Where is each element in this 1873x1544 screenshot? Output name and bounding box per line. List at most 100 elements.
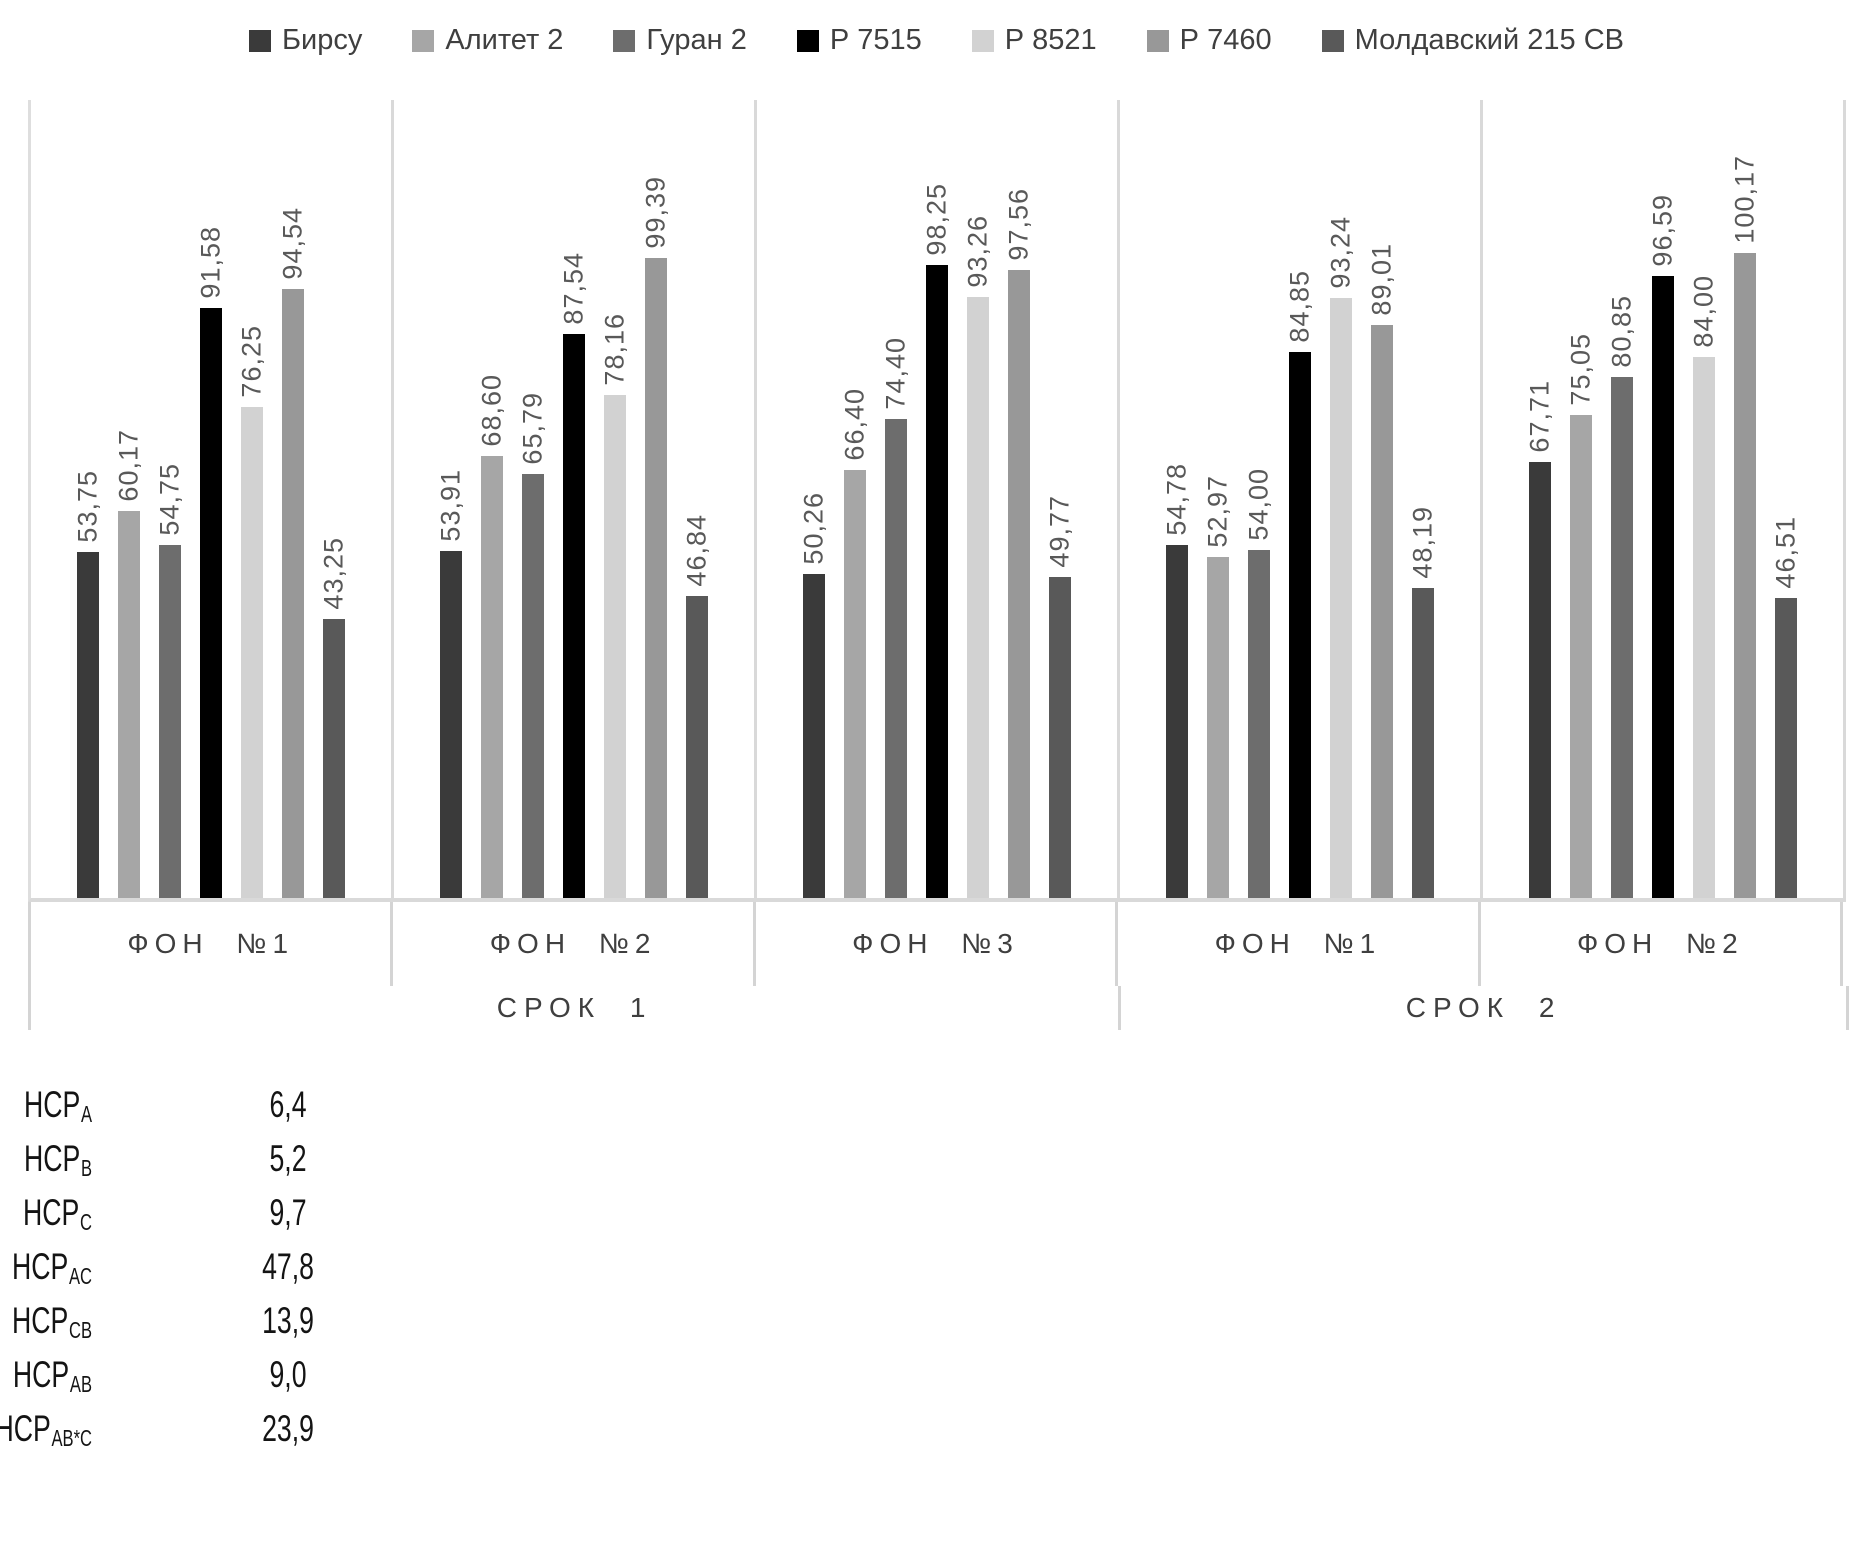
legend-swatch-icon: [613, 29, 636, 52]
bar: 68,60: [477, 374, 507, 898]
bar: 99,39: [641, 176, 671, 898]
bar: 76,25: [237, 325, 267, 898]
bar: 75,05: [1566, 333, 1596, 898]
bar-value-label: 94,54: [277, 207, 308, 280]
axis-label-fon: ФОН №3: [756, 902, 1119, 986]
bar: 96,59: [1648, 194, 1678, 898]
hcp-row-label: НСР AC: [12, 1246, 92, 1289]
hcp-value: 47,8: [262, 1246, 314, 1287]
bar: 46,51: [1771, 516, 1801, 898]
bar-value-label: 50,26: [798, 492, 829, 565]
hcp-subscript: AC: [68, 1263, 92, 1289]
axis-label-srok: СРОК 1: [31, 986, 1122, 1030]
axis-label-fon: ФОН №1: [31, 902, 394, 986]
legend-label: Алитет 2: [445, 24, 564, 56]
bar-value-label: 75,05: [1565, 333, 1596, 406]
legend-label: Р 7515: [829, 24, 922, 56]
legend-swatch-icon: [796, 29, 819, 52]
bar: 84,00: [1689, 275, 1719, 898]
bar: 93,26: [963, 215, 993, 898]
bar: 84,85: [1285, 270, 1315, 898]
hcp-label-text: НСР: [12, 1246, 69, 1287]
legend-label: Р 7460: [1179, 24, 1272, 56]
bar: 50,26: [799, 492, 829, 898]
bar: 87,54: [559, 252, 589, 898]
bar-value-label: 49,77: [1044, 495, 1075, 568]
bar: 91,58: [196, 226, 226, 898]
hcp-label-text: НСР: [23, 1084, 81, 1125]
bar-value-label: 60,17: [113, 429, 144, 502]
bar: 93,24: [1326, 216, 1356, 898]
bar-value-label: 96,59: [1647, 194, 1678, 267]
bar-value-label: 68,60: [476, 374, 507, 447]
bar-value-label: 53,91: [435, 469, 466, 542]
hcp-label-text: НСР: [0, 1408, 51, 1449]
bar: 49,77: [1045, 495, 1075, 898]
axis-row-srok: СРОК 1 СРОК 2: [28, 986, 1849, 1030]
hcp-row-label: НСР C: [23, 1192, 92, 1235]
bar-value-label: 99,39: [640, 176, 671, 249]
axis-label-srok: СРОК 2: [1121, 986, 1849, 1030]
legend-item: Р 7460: [1146, 24, 1272, 57]
plot-area: 53,75 60,17 54,75 91,58 76,25 94,54 43,2…: [28, 100, 1846, 902]
hcp-label-text: НСР: [23, 1192, 80, 1233]
bar-value-label: 93,24: [1325, 216, 1356, 289]
bar-value-label: 76,25: [236, 325, 267, 398]
legend-item: Алитет 2: [412, 24, 563, 57]
bar: 67,71: [1525, 380, 1555, 898]
legend-swatch-icon: [249, 29, 271, 52]
chart-panel: 53,91 68,60 65,79 87,54 78,16 99,39 46,8…: [394, 100, 757, 898]
hcp-table-row: НСР AC 47,8: [8, 1240, 608, 1294]
legend-item: Р 7515: [796, 24, 922, 57]
bar-value-label: 78,16: [599, 313, 630, 386]
legend-swatch-icon: [1321, 29, 1344, 52]
axis-label-fon: ФОН №2: [393, 902, 756, 986]
legend-label: Бирсу: [282, 24, 363, 56]
hcp-value: 13,9: [262, 1300, 314, 1341]
bar-value-label: 52,97: [1202, 475, 1233, 548]
bar-value-label: 74,40: [880, 337, 911, 410]
bar: 54,75: [155, 463, 185, 898]
bar: 54,00: [1244, 468, 1274, 898]
legend-label: Молдавский 215 СВ: [1354, 24, 1624, 56]
bar-value-label: 54,00: [1243, 468, 1274, 541]
bar-value-label: 97,56: [1003, 188, 1034, 261]
hcp-table-row: НСР AB 9,0: [8, 1348, 608, 1402]
hcp-label-text: НСР: [23, 1138, 81, 1179]
bar: 89,01: [1367, 243, 1397, 898]
hcp-label-text: НСР: [12, 1354, 70, 1395]
bar: 46,84: [682, 514, 712, 898]
bar-value-label: 93,26: [962, 215, 993, 288]
bar: 94,54: [278, 207, 308, 898]
hcp-subscript: AB*C: [51, 1425, 93, 1451]
bar: 52,97: [1203, 475, 1233, 898]
chart-panel: 67,71 75,05 80,85 96,59 84,00 100,17 46,…: [1483, 100, 1846, 898]
legend-item: Бирсу: [249, 24, 362, 57]
hcp-value: 9,7: [269, 1192, 307, 1233]
bar-value-label: 67,71: [1524, 380, 1555, 453]
bar: 78,16: [600, 313, 630, 898]
hcp-row-label: НСР AB*C: [0, 1408, 93, 1451]
bar: 60,17: [114, 429, 144, 898]
hcp-subscript: B: [80, 1155, 92, 1181]
bar-value-label: 48,19: [1407, 506, 1438, 579]
hcp-subscript: CB: [68, 1317, 92, 1343]
bar-value-label: 53,75: [72, 470, 103, 543]
bar-value-label: 84,00: [1688, 275, 1719, 348]
bar-value-label: 46,51: [1770, 516, 1801, 589]
bar: 43,25: [319, 537, 349, 898]
axis-row-fon: ФОН №1 ФОН №2 ФОН №3 ФОН №1 ФОН №2: [28, 902, 1844, 986]
hcp-value: 9,0: [269, 1354, 307, 1395]
bar-value-label: 66,40: [839, 388, 870, 461]
bar-value-label: 98,25: [921, 183, 952, 256]
legend-label: Гуран 2: [646, 24, 747, 56]
legend-swatch-icon: [412, 29, 435, 52]
bar-value-label: 100,17: [1729, 155, 1760, 244]
hcp-row-label: НСР CB: [12, 1300, 92, 1343]
bar: 48,19: [1408, 506, 1438, 898]
bar: 53,91: [436, 469, 466, 898]
bar-value-label: 43,25: [318, 537, 349, 610]
bar-value-label: 54,78: [1161, 463, 1192, 536]
category-axis: ФОН №1 ФОН №2 ФОН №3 ФОН №1 ФОН №2 СРОК 1 СРО…: [28, 902, 1849, 1030]
